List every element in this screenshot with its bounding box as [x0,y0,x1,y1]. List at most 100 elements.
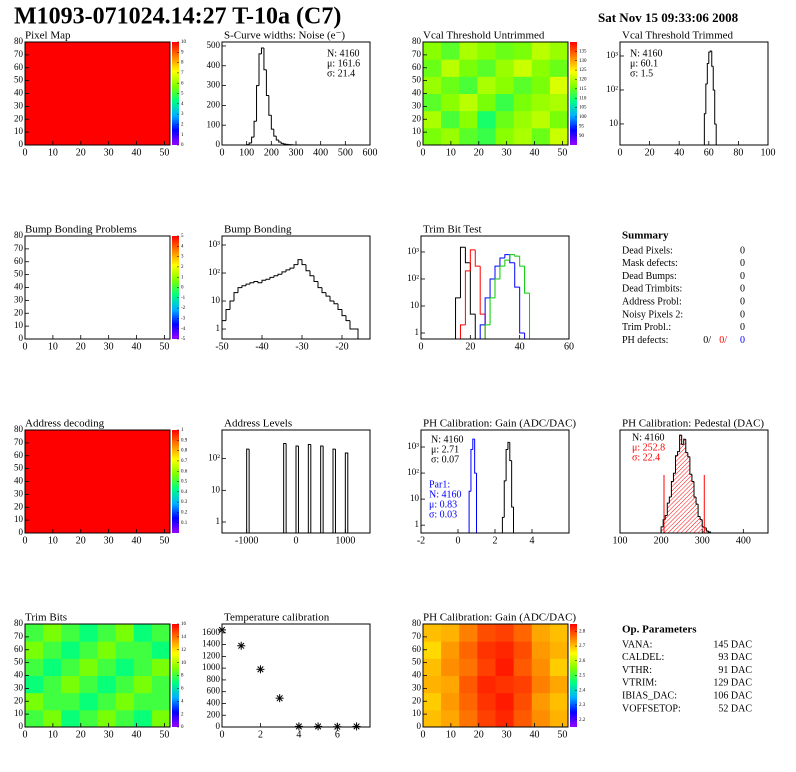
x-tick-label: 0 [220,729,225,740]
y-tick-label: 20 [412,695,422,705]
hist-bin [464,270,471,325]
x-tick-label: 40 [132,729,142,740]
x-tick-label: 6 [335,729,340,740]
y-tick-label: 50 [14,75,24,85]
heatmap-cell [495,93,515,112]
x-tick-label: 50 [557,729,567,740]
hist-fill [685,452,688,533]
hist-bin [675,455,678,474]
hist-bin [505,449,508,481]
hist-fill [669,496,672,533]
hist-bin [474,249,481,267]
y-tick-label: 60 [14,62,24,72]
palette-tick-label: -2 [181,306,186,311]
parameter-label: IBIAS_DAC: [622,690,677,701]
stat-line: σ: 1.5 [630,68,653,79]
hist-fill [667,503,670,533]
x-tick-label: 40 [515,341,525,352]
panel: PH Calibration: Gain (ADC/DAC) 2.2 2.3 2.4 2… [412,612,586,741]
hist-bin [349,320,354,330]
heatmap-cell [513,692,533,711]
panel-title: PH Calibration: Gain (ADC/DAC) [423,418,576,430]
y-tick-label: 1 [216,323,221,333]
hist-fill [689,474,692,533]
heatmap-cell [495,675,515,694]
hist-bin [233,292,238,302]
heatmap-cell [477,110,496,129]
heatmap-cell [423,709,442,727]
stat-line: μ: 161.6 [327,58,360,69]
hist-bin [246,448,250,533]
heatmap-cell [495,59,515,77]
heatmap-cell [79,658,98,676]
heatmap-cell [549,42,568,60]
hist-bin [305,264,310,272]
hist-bin [261,279,266,283]
x-tick-label: 0 [456,535,461,546]
heatmap-cell [495,692,515,711]
y-tick-label: 80 [14,36,24,46]
heatmap-cell [531,76,551,94]
hist-bin [689,456,692,475]
plot-area [222,259,359,339]
panel: Address decoding 0.1 0.2 0.3 0.4 0.5 0.6 0.7 0.8… [14,418,188,547]
panel-title: PH Calibration: Pedestal (DAC) [622,418,764,430]
hist-bin [297,259,302,265]
y-tick-label: 1200 [202,650,221,660]
parameter-value: 52 DAC [718,703,752,714]
hist-bin [524,266,530,294]
heatmap-cell [151,709,170,727]
x-tick-label: 10 [446,729,456,740]
y-tick-label: 50 [412,75,422,85]
x-tick-label: 20 [465,341,475,352]
summary-value: 0 [740,296,745,307]
hist-bin [329,296,334,302]
panel: Trim Bits 0 2 4 6 8 10 12 14 16 0 10 20 30 40 50 0 10 20 30… [14,612,187,741]
y-tick-label: 0 [417,721,422,731]
heatmap-cell [495,641,515,659]
heatmap-cell [477,76,496,94]
heatmap-cell [133,624,153,642]
heatmap-cell [61,675,80,694]
hist-bin [345,315,350,322]
y-tick-label: 10² [407,467,419,477]
parameter-value: 129 DAC [713,678,752,689]
x-tick-label: 500 [338,147,353,158]
frame [221,623,371,728]
hist-bin [699,516,703,521]
heatmap-cell [79,692,98,711]
hist-fill [665,515,668,533]
y-tick-label: 70 [14,49,24,59]
summary-label: Dead Trimbits: [622,284,682,295]
heatmap-cell [441,110,460,129]
y-tick-label: 0 [417,139,422,149]
heatmap-cell [133,692,153,711]
panel: Bump Bonding -50 -40 -30 -20 1 10 10² 10³ [208,224,371,352]
x-tick-label: 20 [76,535,86,546]
palette-tick-label: 0.4 [181,490,188,495]
heatmap-cell [459,624,478,642]
x-tick-label: 10 [446,147,456,158]
hist-bin [509,254,515,261]
hist-bin [253,120,257,138]
heatmap-cell [513,624,533,642]
heatmap-cell [423,42,442,60]
y-tick-label: 1000 [202,662,221,672]
heatmap-cell [459,59,478,77]
hist-bin [321,287,326,294]
palette-tick-label: 6 [181,687,184,692]
plot-area [455,246,531,339]
heatmap-cell [477,692,496,711]
heatmap-cell [495,76,515,94]
parameter-label: VTRIM: [622,678,657,689]
heatmap-cell [441,675,460,694]
palette-tick-label: 2.3 [579,703,586,708]
heatmap-cell [115,692,135,711]
hist-bin [269,276,274,280]
panel: S-Curve widths: Noise (e⁻) 0 100 200 300 400 5… [207,30,378,159]
hist-bin [507,441,510,450]
heatmap-cell [495,42,515,60]
heatmap-cell [477,624,496,642]
y-tick-label: 40 [412,670,422,680]
hist-bin [268,95,272,116]
